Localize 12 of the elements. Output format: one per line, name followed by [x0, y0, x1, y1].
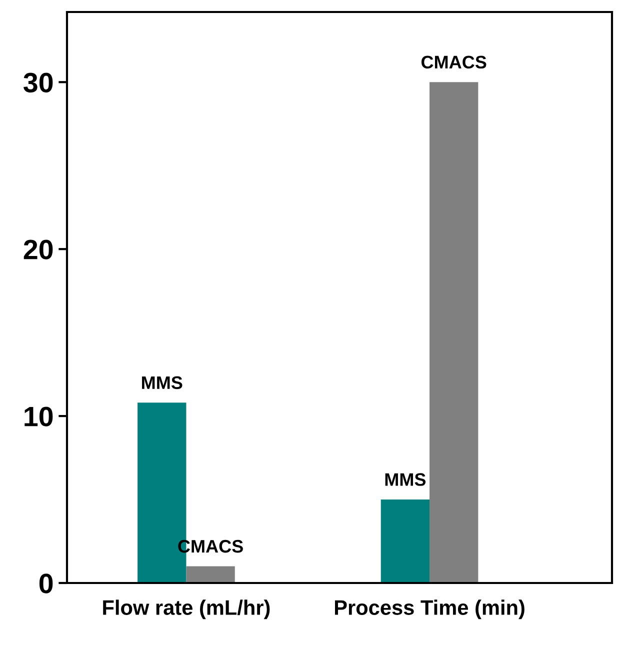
- bar: [380, 500, 430, 583]
- bar: [430, 82, 478, 583]
- x-tick-label: Flow rate (mL/hr): [103, 600, 270, 620]
- text: MMS: [385, 473, 426, 486]
- text: CMACS: [421, 56, 486, 69]
- y-tick-label: 20: [24, 240, 53, 260]
- bar: [186, 566, 235, 583]
- series-label: MMS: [142, 376, 182, 390]
- y-tick-label: 0: [39, 574, 53, 594]
- y-tick-label: 30: [24, 72, 53, 92]
- x-tick-label: Process Time (min): [335, 600, 524, 620]
- y-tick-label: 10: [24, 406, 53, 426]
